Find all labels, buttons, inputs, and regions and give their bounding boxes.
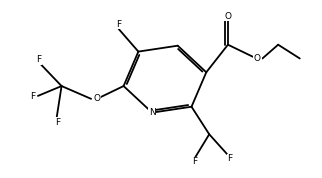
Text: F: F (116, 20, 121, 28)
Text: F: F (227, 154, 232, 163)
Text: F: F (31, 92, 36, 101)
Text: F: F (55, 118, 60, 127)
Text: O: O (93, 94, 100, 103)
Text: N: N (149, 108, 156, 117)
Text: F: F (192, 157, 197, 166)
Text: O: O (254, 54, 261, 63)
Text: O: O (224, 12, 232, 21)
Text: F: F (36, 55, 42, 64)
